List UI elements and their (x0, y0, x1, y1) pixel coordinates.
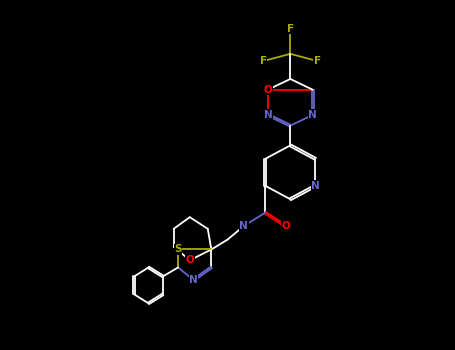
Text: N: N (311, 181, 320, 191)
Text: S: S (174, 245, 182, 254)
Text: F: F (260, 56, 267, 66)
Text: O: O (282, 221, 290, 231)
Text: F: F (313, 56, 321, 66)
Text: N: N (239, 221, 248, 231)
Text: N: N (263, 110, 272, 120)
Text: O: O (186, 255, 194, 265)
Text: N: N (189, 275, 198, 285)
Text: F: F (287, 24, 294, 34)
Text: O: O (263, 85, 272, 95)
Text: N: N (308, 110, 317, 120)
